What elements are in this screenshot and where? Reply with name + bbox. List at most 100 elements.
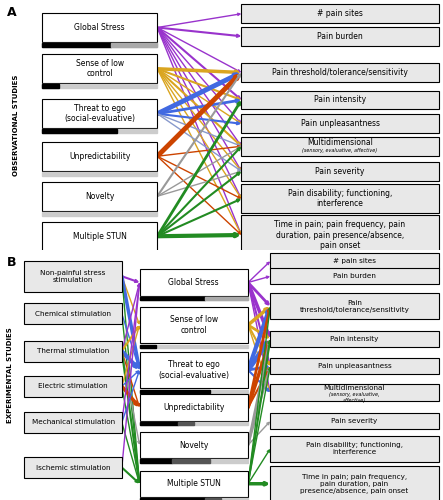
FancyBboxPatch shape	[140, 470, 248, 497]
Text: Global Stress: Global Stress	[168, 278, 219, 287]
FancyBboxPatch shape	[140, 270, 248, 295]
Bar	[178, 422, 194, 425]
Text: Pain unpleasantness: Pain unpleasantness	[318, 363, 391, 369]
Text: Sense of low
control: Sense of low control	[170, 316, 218, 334]
FancyBboxPatch shape	[241, 90, 439, 110]
Text: Pain burden: Pain burden	[333, 273, 376, 279]
Bar	[205, 297, 248, 300]
Text: Novelty: Novelty	[179, 440, 209, 450]
Text: Multiple STUN: Multiple STUN	[167, 479, 221, 488]
FancyBboxPatch shape	[42, 142, 157, 171]
FancyBboxPatch shape	[24, 261, 122, 292]
Text: Non-painful stress
stimulation: Non-painful stress stimulation	[40, 270, 106, 283]
Bar	[140, 422, 178, 425]
FancyBboxPatch shape	[270, 466, 439, 500]
Text: Thermal stimulation: Thermal stimulation	[37, 348, 109, 354]
Text: Pain severity: Pain severity	[331, 418, 377, 424]
FancyBboxPatch shape	[140, 432, 248, 458]
Bar	[140, 460, 172, 462]
Bar	[140, 460, 248, 462]
Bar	[172, 460, 210, 462]
Text: Sense of low
control: Sense of low control	[76, 59, 124, 78]
Text: Pain disability; functioning,
interference: Pain disability; functioning, interferen…	[288, 189, 392, 208]
Text: Mechanical stimulation: Mechanical stimulation	[31, 420, 115, 426]
Text: Pain intensity: Pain intensity	[314, 96, 366, 104]
FancyBboxPatch shape	[270, 436, 439, 462]
Text: Unpredictability: Unpredictability	[69, 152, 130, 161]
Bar	[140, 344, 248, 348]
Text: Novelty: Novelty	[85, 192, 114, 200]
Bar	[42, 212, 157, 216]
Text: # pain sites: # pain sites	[317, 9, 363, 18]
FancyBboxPatch shape	[24, 412, 122, 433]
Bar	[140, 498, 205, 500]
Bar	[205, 498, 221, 500]
Bar	[111, 43, 157, 47]
Text: A: A	[7, 6, 16, 19]
FancyBboxPatch shape	[241, 184, 439, 214]
Bar	[42, 130, 157, 133]
Bar	[140, 422, 248, 425]
Text: Chemical stimulation: Chemical stimulation	[35, 310, 111, 317]
Bar	[42, 252, 111, 256]
Text: OBSERVATIONAL STUDIES: OBSERVATIONAL STUDIES	[12, 74, 19, 176]
Text: Unpredictability: Unpredictability	[163, 403, 225, 412]
Text: Pain disability; functioning,
interference: Pain disability; functioning, interferen…	[306, 442, 403, 455]
FancyBboxPatch shape	[270, 358, 439, 374]
Bar	[140, 297, 248, 300]
Text: Multiple STUN: Multiple STUN	[73, 232, 127, 241]
Bar	[42, 84, 59, 88]
Bar	[42, 84, 157, 88]
Text: B: B	[7, 256, 16, 269]
Text: Pain threshold/tolerance/sensitivity: Pain threshold/tolerance/sensitivity	[272, 68, 408, 77]
Bar	[140, 390, 210, 393]
FancyBboxPatch shape	[24, 340, 122, 362]
FancyBboxPatch shape	[270, 268, 439, 284]
FancyBboxPatch shape	[42, 222, 157, 250]
FancyBboxPatch shape	[241, 4, 439, 23]
FancyBboxPatch shape	[24, 457, 122, 478]
FancyBboxPatch shape	[42, 182, 157, 210]
FancyBboxPatch shape	[241, 216, 439, 254]
FancyBboxPatch shape	[42, 54, 157, 83]
FancyBboxPatch shape	[270, 253, 439, 270]
FancyBboxPatch shape	[241, 162, 439, 180]
Text: Electric stimulation: Electric stimulation	[38, 383, 108, 389]
FancyBboxPatch shape	[42, 100, 157, 128]
Bar	[42, 252, 157, 256]
FancyBboxPatch shape	[140, 306, 248, 344]
FancyBboxPatch shape	[241, 137, 439, 156]
FancyBboxPatch shape	[241, 27, 439, 46]
Text: EXPERIMENTAL STUDIES: EXPERIMENTAL STUDIES	[7, 327, 13, 423]
Text: Multidimensional: Multidimensional	[307, 138, 373, 147]
Text: Threat to ego
(social-evaluative): Threat to ego (social-evaluative)	[158, 360, 229, 380]
FancyBboxPatch shape	[140, 352, 248, 389]
Text: (sensory, evaluative,
affective): (sensory, evaluative, affective)	[329, 392, 380, 403]
FancyBboxPatch shape	[24, 303, 122, 324]
Bar	[140, 390, 248, 393]
Bar	[42, 43, 111, 47]
Text: Pain severity: Pain severity	[315, 167, 365, 176]
FancyBboxPatch shape	[42, 13, 157, 42]
Bar	[42, 130, 117, 133]
Text: Pain burden: Pain burden	[317, 32, 363, 41]
Text: Time in pain; pain frequency,
pain duration, pain
presence/absence, pain onset: Time in pain; pain frequency, pain durat…	[300, 474, 408, 494]
Text: Threat to ego
(social-evaluative): Threat to ego (social-evaluative)	[64, 104, 135, 124]
Text: # pain sites: # pain sites	[333, 258, 376, 264]
FancyBboxPatch shape	[241, 114, 439, 133]
Text: Ischemic stimulation: Ischemic stimulation	[36, 464, 110, 470]
Text: Time in pain; pain frequency, pain
duration, pain presence/absence,
pain onset: Time in pain; pain frequency, pain durat…	[275, 220, 405, 250]
FancyBboxPatch shape	[140, 394, 248, 420]
Text: (sensory, evaluative, affective): (sensory, evaluative, affective)	[303, 148, 377, 153]
Text: Pain intensity: Pain intensity	[330, 336, 379, 342]
Bar	[140, 344, 156, 348]
Text: Multidimensional: Multidimensional	[324, 385, 385, 391]
FancyBboxPatch shape	[24, 376, 122, 397]
Text: Pain unpleasantness: Pain unpleasantness	[300, 119, 380, 128]
Text: Pain
threshold/tolerance/sensitivity: Pain threshold/tolerance/sensitivity	[299, 300, 409, 313]
FancyBboxPatch shape	[270, 293, 439, 320]
Text: Global Stress: Global Stress	[74, 23, 125, 32]
FancyBboxPatch shape	[270, 413, 439, 430]
Bar	[42, 172, 157, 176]
FancyBboxPatch shape	[241, 63, 439, 82]
